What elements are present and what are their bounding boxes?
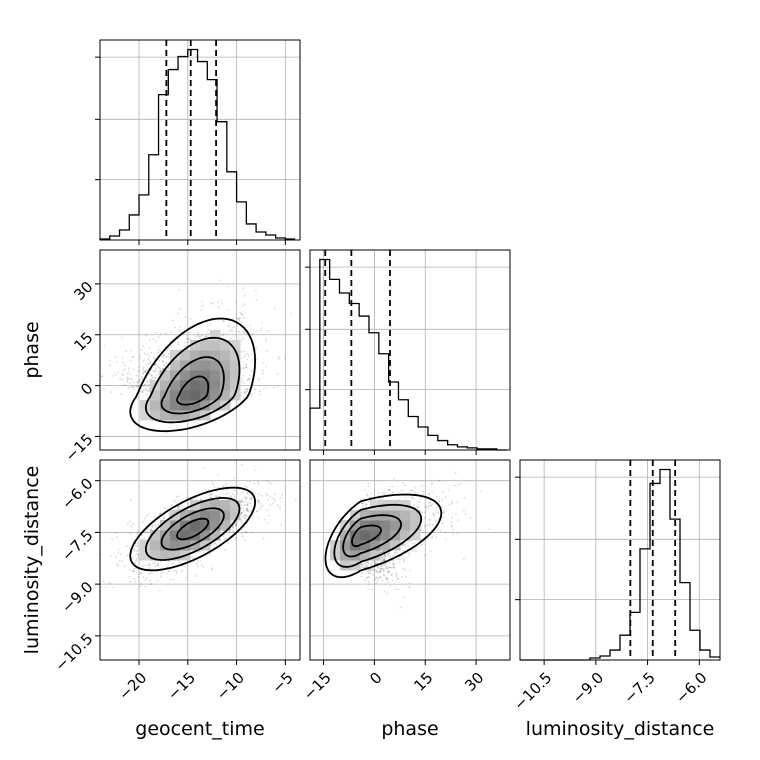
x-tick-label-phase: 0 [366, 669, 385, 688]
contour-2 [144, 496, 241, 561]
contour-1 [160, 507, 225, 551]
density-shading [140, 330, 241, 421]
histogram-step-geocent_time [99, 48, 296, 240]
panel-frame [519, 459, 721, 661]
x-tick-label-geocent_time: −10 [213, 669, 248, 704]
contour-3 [324, 493, 443, 579]
joint-panel-geocent_time-luminosity_distance [99, 459, 301, 661]
panel-frame [99, 249, 301, 451]
panel-frame [309, 459, 511, 661]
y-tick-label-luminosity_distance: −7.5 [58, 526, 96, 564]
joint-panel-geocent_time-phase [99, 249, 301, 451]
histogram-step-luminosity_distance [520, 468, 720, 661]
x-tick-label-phase: 30 [461, 669, 487, 695]
histogram-geocent_time [95, 39, 301, 241]
x-axis-label-geocent_time: geocent_time [135, 718, 264, 740]
x-axis-label-luminosity_distance: luminosity_distance [526, 718, 715, 740]
contour-3 [129, 317, 257, 433]
y-tick-label-phase: 0 [77, 379, 96, 398]
histogram-phase [305, 249, 511, 451]
contour-2 [144, 336, 241, 424]
x-tick-label-geocent_time: −5 [268, 669, 296, 697]
panel-frame [309, 249, 511, 451]
y-tick-label-phase: −15 [61, 430, 96, 465]
joint-panel-phase-luminosity_distance [309, 459, 511, 661]
x-tick-label-geocent_time: −15 [164, 669, 199, 704]
y-tick-label-phase: 15 [70, 329, 96, 355]
density-shading [330, 500, 421, 571]
x-tick-label-luminosity_distance: −10.5 [510, 669, 555, 714]
y-tick-label-luminosity_distance: −6.0 [58, 475, 96, 513]
y-tick-label-luminosity_distance: −10.5 [51, 630, 96, 675]
contour-0 [351, 524, 382, 548]
x-tick-label-luminosity_distance: −7.5 [620, 669, 658, 707]
x-tick-label-phase: 15 [410, 669, 436, 695]
x-tick-label-luminosity_distance: −6.0 [672, 669, 710, 707]
panel-frame [99, 459, 301, 661]
x-tick-label-phase: −15 [300, 669, 335, 704]
x-tick-label-luminosity_distance: −9.0 [569, 669, 607, 707]
y-tick-label-phase: 30 [70, 278, 96, 304]
y-tick-label-luminosity_distance: −9.0 [58, 578, 96, 616]
y-axis-label-luminosity_distance: luminosity_distance [21, 466, 43, 655]
y-axis-label-phase: phase [21, 321, 43, 378]
contour-3 [129, 486, 257, 572]
contour-0 [176, 375, 210, 406]
x-tick-label-geocent_time: −20 [115, 669, 150, 704]
contour-2 [333, 503, 423, 568]
contour-0 [176, 517, 210, 541]
panel-frame [99, 39, 301, 241]
contour-1 [342, 514, 403, 558]
x-axis-label-phase: phase [381, 718, 438, 740]
contour-1 [160, 356, 225, 415]
histogram-luminosity_distance [515, 459, 721, 661]
histogram-step-phase [309, 258, 507, 451]
